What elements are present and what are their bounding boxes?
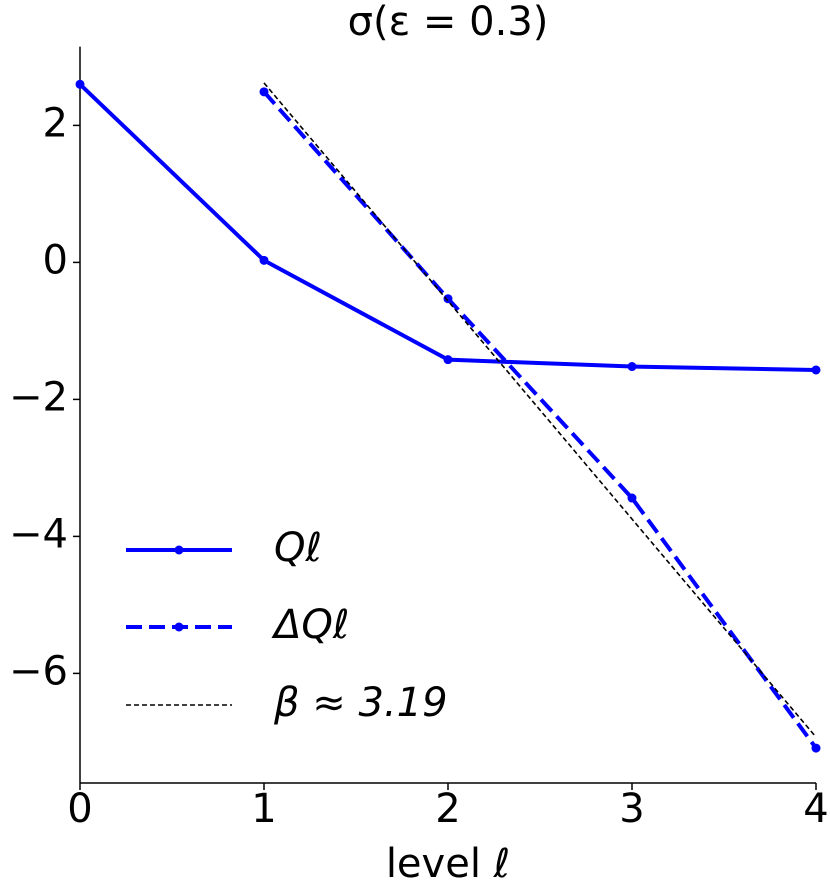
x-tick-label: 0 <box>67 786 92 832</box>
marker <box>259 87 269 97</box>
marker <box>627 493 637 503</box>
y-tick-label: −4 <box>9 511 68 557</box>
marker <box>443 355 453 365</box>
marker <box>811 743 821 753</box>
legend-label: ΔQℓ <box>271 602 349 648</box>
x-tick-label: 3 <box>619 786 644 832</box>
legend-marker <box>174 622 184 632</box>
y-tick-label: 2 <box>43 100 68 146</box>
y-tick-label: −6 <box>9 648 68 694</box>
legend-label: β ≈ 3.19 <box>273 680 448 726</box>
y-tick-label: −2 <box>9 374 68 420</box>
series-line <box>263 82 817 738</box>
marker <box>627 362 637 372</box>
series-line <box>262 90 818 750</box>
marker <box>259 255 269 265</box>
x-axis-label: level ℓ <box>386 841 510 887</box>
series-line <box>78 82 817 372</box>
marker <box>443 294 453 304</box>
marker <box>811 365 821 375</box>
legend-marker <box>174 545 184 555</box>
legend-label: Qℓ <box>274 525 322 571</box>
x-tick-label: 2 <box>435 786 460 832</box>
x-tick-label: 4 <box>803 786 828 832</box>
y-tick-label: 0 <box>43 237 68 283</box>
marker <box>75 79 85 89</box>
chart-title: σ(ε = 0.3) <box>348 0 549 45</box>
x-tick-label: 1 <box>251 786 276 832</box>
